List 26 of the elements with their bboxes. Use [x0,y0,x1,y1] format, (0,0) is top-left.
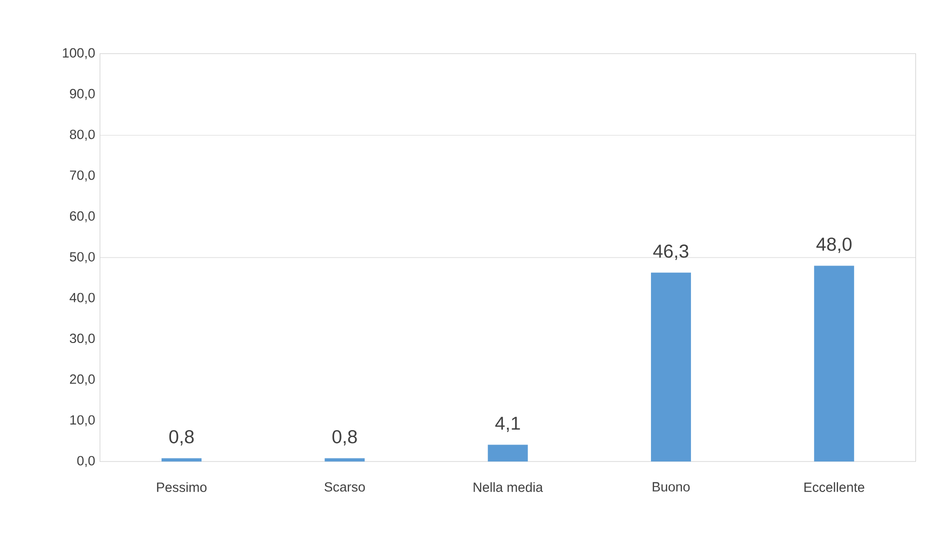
y-tick-label: 10,0 [70,415,95,426]
y-tick-label: 60,0 [70,211,95,222]
y-tick-label: 40,0 [70,292,95,304]
y-tick-label: 90,0 [70,89,95,100]
x-tick-label: Nella media [474,482,543,492]
y-tick-label: 30,0 [70,334,95,345]
data-label: 0,8 [332,430,357,446]
data-label: 48,0 [816,238,852,254]
y-tick-label: 20,0 [70,374,95,386]
data-label: 0,8 [169,430,194,446]
bar [324,458,365,462]
bar [488,444,528,462]
y-tick-label: 100,0 [62,48,95,60]
bar [650,272,691,462]
x-tick-label: Scarso [324,482,365,492]
x-tick-label: Pessimo [157,482,207,492]
y-tick-label: 0,0 [77,456,95,468]
bar [814,266,854,462]
x-tick-label: Eccellente [804,482,864,492]
data-label: 46,3 [653,244,688,260]
y-tick-label: 80,0 [70,130,95,141]
bar [162,458,202,462]
y-tick-label: 50,0 [70,252,95,264]
y-tick-label: 70,0 [70,170,95,182]
data-label: 4,1 [495,416,520,432]
x-tick-label: Buono [652,482,690,492]
